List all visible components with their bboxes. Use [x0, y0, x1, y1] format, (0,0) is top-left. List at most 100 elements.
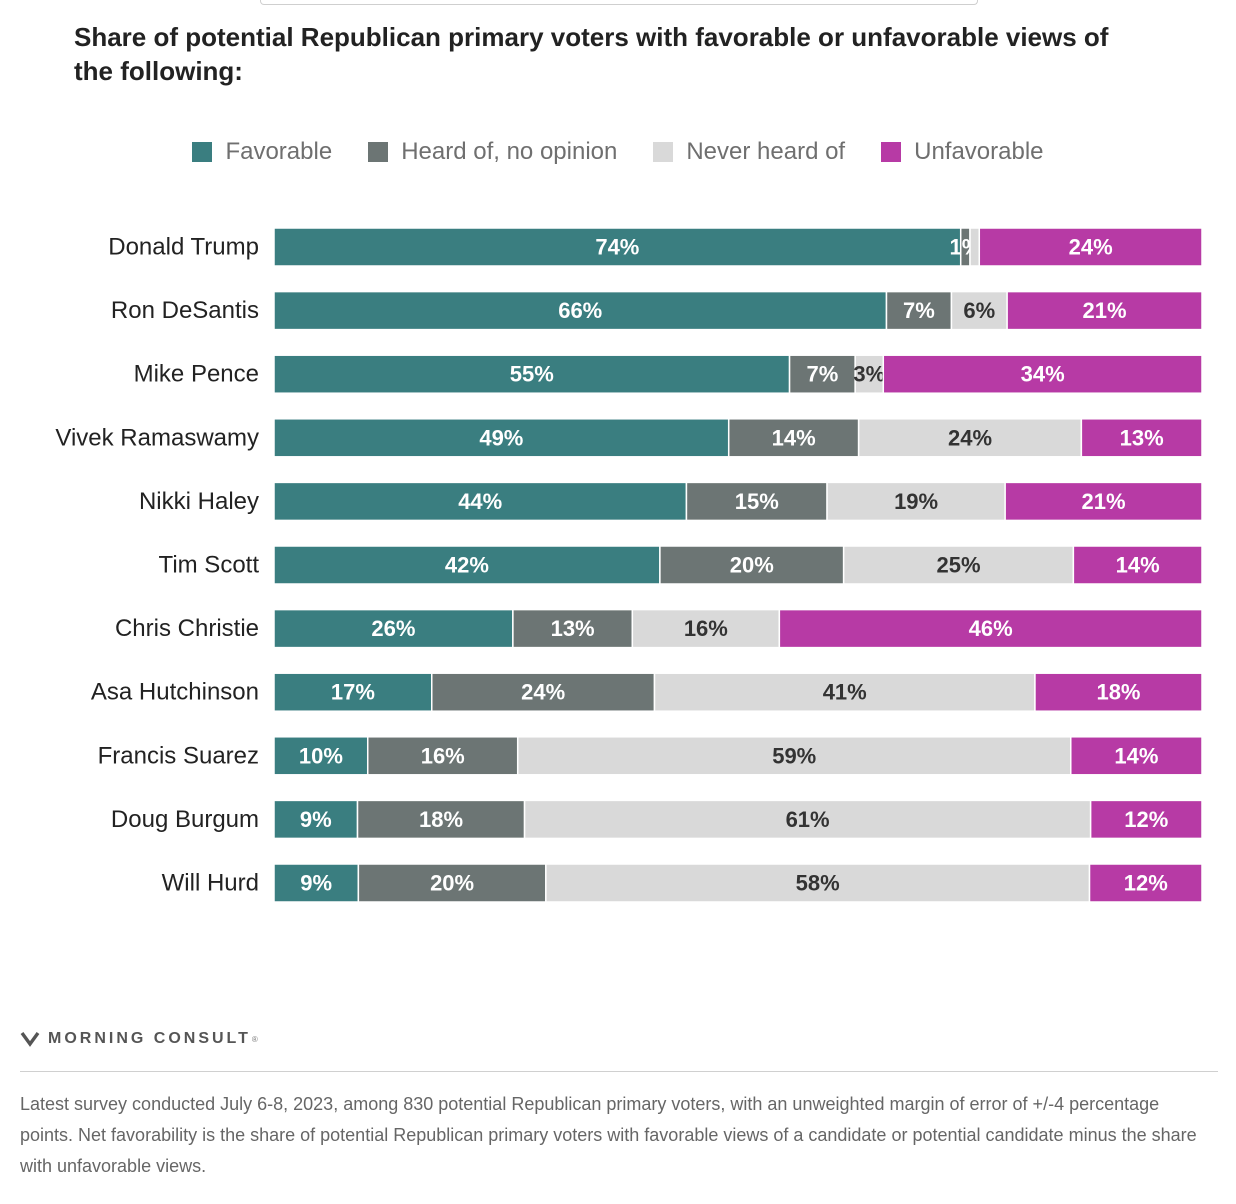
data-label-nikki-haley-unfavorable: 21% — [1082, 489, 1126, 514]
data-label-donald-trump-unfavorable: 24% — [1069, 235, 1113, 260]
bar-mike-pence-favorable — [273, 354, 791, 394]
bar-will-hurd-unfavorable — [1088, 863, 1203, 903]
data-label-will-hurd-favorable: 9% — [300, 871, 332, 896]
data-label-nikki-haley-heard-of-no-opinion: 15% — [735, 489, 779, 514]
data-label-mike-pence-unfavorable: 34% — [1021, 362, 1065, 387]
data-label-nikki-haley-favorable: 44% — [458, 489, 502, 514]
bar-nikki-haley-unfavorable — [1004, 481, 1203, 522]
bar-ron-desantis-favorable — [273, 290, 888, 331]
legend-label-favorable: Favorable — [225, 138, 333, 165]
footnote: Latest survey conducted July 6-8, 2023, … — [20, 1094, 1197, 1176]
data-label-vivek-ramaswamy-unfavorable: 13% — [1120, 425, 1164, 450]
top-frame-edge — [260, 0, 978, 5]
category-label-francis-suarez: Francis Suarez — [98, 742, 259, 769]
bar-donald-trump-favorable — [273, 227, 962, 267]
bar-row-vivek-ramaswamy: Vivek Ramaswamy 49% 14% 24% 13% — [55, 418, 1203, 458]
footer-divider — [20, 1071, 1218, 1072]
bar-chris-christie-never-heard-of — [631, 608, 781, 649]
category-label-will-hurd: Will Hurd — [162, 870, 259, 897]
bar-doug-burgum-unfavorable — [1089, 799, 1203, 840]
data-label-ron-desantis-heard-of-no-opinion: 7% — [903, 298, 935, 323]
data-label-tim-scott-never-heard-of: 25% — [936, 553, 980, 578]
bar-vivek-ramaswamy-favorable — [273, 418, 730, 458]
bar-row-asa-hutchinson: Asa Hutchinson 17% 24% 41% 18% — [91, 672, 1203, 712]
bar-row-tim-scott: Tim Scott 42% 20% 25% 14% — [159, 545, 1203, 585]
bar-doug-burgum-favorable — [273, 799, 359, 840]
data-label-doug-burgum-heard-of-no-opinion: 18% — [419, 807, 463, 832]
category-label-vivek-ramaswamy: Vivek Ramaswamy — [55, 424, 259, 451]
bar-will-hurd-never-heard-of — [545, 863, 1091, 903]
category-label-chris-christie: Chris Christie — [115, 615, 259, 642]
data-label-tim-scott-heard-of-no-opinion: 20% — [730, 553, 774, 578]
data-label-asa-hutchinson-favorable: 17% — [331, 680, 375, 705]
bar-ron-desantis-never-heard-of — [950, 290, 1008, 331]
bar-vivek-ramaswamy-unfavorable — [1080, 418, 1203, 458]
bar-tim-scott-favorable — [273, 545, 661, 585]
bar-mike-pence-unfavorable — [882, 354, 1203, 394]
legend-item-heard-of-no-opinion: Heard of, no opinion — [368, 138, 617, 166]
legend-label-never-heard-of: Never heard of — [686, 138, 846, 165]
data-label-mike-pence-never-heard-of: 3% — [853, 362, 885, 387]
category-label-doug-burgum: Doug Burgum — [111, 806, 259, 833]
bar-chris-christie-heard-of-no-opinion — [512, 608, 634, 649]
data-label-francis-suarez-unfavorable: 14% — [1114, 743, 1158, 768]
category-label-asa-hutchinson: Asa Hutchinson — [91, 679, 259, 706]
data-label-doug-burgum-unfavorable: 12% — [1124, 807, 1168, 832]
data-label-ron-desantis-unfavorable: 21% — [1083, 298, 1127, 323]
category-label-mike-pence: Mike Pence — [134, 361, 259, 388]
data-label-ron-desantis-favorable: 66% — [558, 298, 602, 323]
bar-ron-desantis-unfavorable — [1006, 290, 1203, 331]
data-label-chris-christie-heard-of-no-opinion: 13% — [551, 616, 595, 641]
data-label-vivek-ramaswamy-heard-of-no-opinion: 14% — [772, 425, 816, 450]
data-label-will-hurd-never-heard-of: 58% — [796, 871, 840, 896]
legend-swatch-favorable — [192, 142, 213, 162]
data-label-chris-christie-never-heard-of: 16% — [684, 616, 728, 641]
data-label-vivek-ramaswamy-favorable: 49% — [479, 425, 523, 450]
data-label-asa-hutchinson-heard-of-no-opinion: 24% — [521, 680, 565, 705]
bar-row-donald-trump: Donald Trump 74% 1% 24% — [108, 227, 1203, 267]
category-label-donald-trump: Donald Trump — [108, 234, 259, 261]
bar-chris-christie-favorable — [273, 608, 514, 649]
bar-chris-christie-unfavorable — [778, 608, 1203, 649]
data-label-mike-pence-heard-of-no-opinion: 7% — [806, 362, 838, 387]
data-label-will-hurd-heard-of-no-opinion: 20% — [430, 871, 474, 896]
bar-nikki-haley-never-heard-of — [826, 481, 1006, 522]
bar-doug-burgum-never-heard-of — [523, 799, 1092, 840]
legend-swatch-unfavorable — [881, 142, 902, 162]
data-label-vivek-ramaswamy-never-heard-of: 24% — [948, 425, 992, 450]
bar-row-nikki-haley: Nikki Haley 44% 15% 19% 21% — [139, 481, 1203, 522]
bar-donald-trump-unfavorable — [978, 227, 1203, 267]
brand-registered-mark: ® — [251, 1034, 258, 1044]
bar-tim-scott-unfavorable — [1072, 545, 1203, 585]
chart-title: Share of potential Republican primary vo… — [74, 22, 1109, 86]
category-label-ron-desantis: Ron DeSantis — [111, 297, 259, 324]
bar-donald-trump-never-heard-of — [969, 227, 981, 267]
legend-swatch-never-heard-of — [653, 142, 674, 162]
bar-tim-scott-heard-of-no-opinion — [659, 545, 845, 585]
data-label-tim-scott-favorable: 42% — [445, 553, 489, 578]
data-label-doug-burgum-never-heard-of: 61% — [786, 807, 830, 832]
bar-nikki-haley-heard-of-no-opinion — [685, 481, 828, 522]
bar-asa-hutchinson-heard-of-no-opinion — [431, 672, 656, 712]
legend-label-unfavorable: Unfavorable — [914, 138, 1044, 165]
legend-label-heard-of-no-opinion: Heard of, no opinion — [401, 138, 618, 165]
bar-row-will-hurd: Will Hurd 9% 20% 58% 12% — [162, 863, 1203, 903]
legend-swatch-heard-of-no-opinion — [368, 142, 389, 162]
bar-ron-desantis-heard-of-no-opinion — [885, 290, 953, 331]
bar-asa-hutchinson-never-heard-of — [653, 672, 1036, 712]
bar-row-mike-pence: Mike Pence 55% 7% 3% 34% — [134, 354, 1203, 394]
bar-vivek-ramaswamy-heard-of-no-opinion — [727, 418, 860, 458]
bar-row-chris-christie: Chris Christie 26% 13% 16% 46% — [115, 608, 1203, 649]
legend-item-never-heard-of: Never heard of — [653, 138, 845, 166]
bar-will-hurd-heard-of-no-opinion — [357, 863, 547, 903]
data-label-francis-suarez-favorable: 10% — [299, 743, 343, 768]
data-label-nikki-haley-never-heard-of: 19% — [894, 489, 938, 514]
bar-francis-suarez-unfavorable — [1070, 736, 1203, 776]
category-label-tim-scott: Tim Scott — [159, 552, 260, 579]
data-label-asa-hutchinson-unfavorable: 18% — [1096, 680, 1140, 705]
data-label-ron-desantis-never-heard-of: 6% — [963, 298, 995, 323]
morning-consult-logo: MORNING CONSULT ® — [20, 1030, 258, 1048]
legend-item-unfavorable: Unfavorable — [881, 138, 1044, 166]
brand-name: MORNING CONSULT — [48, 1030, 251, 1047]
data-label-asa-hutchinson-never-heard-of: 41% — [823, 680, 867, 705]
